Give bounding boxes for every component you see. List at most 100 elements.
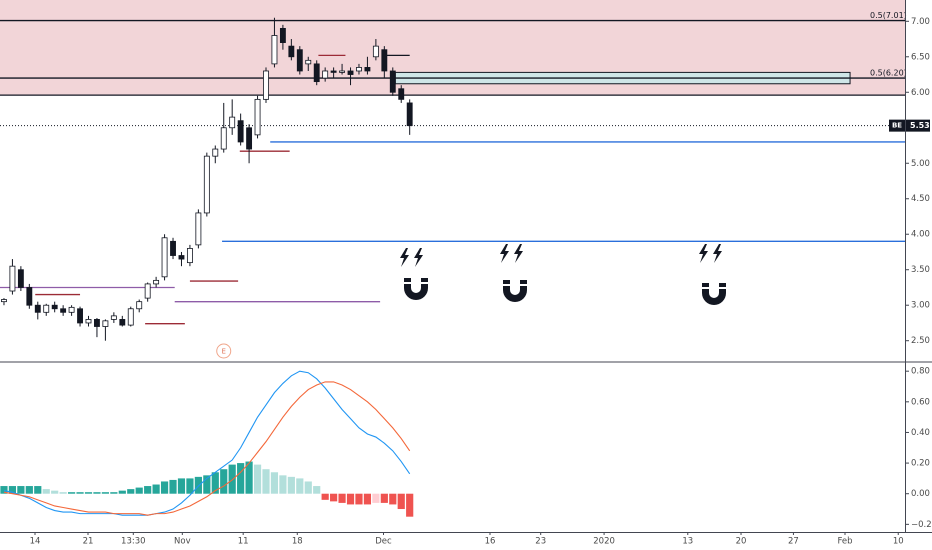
histogram-bar — [17, 486, 25, 494]
candle-body — [34, 304, 41, 313]
candle-body — [356, 67, 362, 72]
histogram-bar — [186, 478, 194, 494]
candle-body — [288, 45, 295, 58]
histogram-bar — [8, 486, 17, 494]
earnings-marker — [216, 343, 232, 359]
y-tick-label: 2.50 — [911, 336, 930, 346]
histogram-bar — [118, 490, 126, 494]
x-tick-label: 14 — [30, 537, 41, 547]
candle-body — [313, 63, 320, 83]
y-tick-label: 0.60 — [911, 397, 930, 407]
histogram-bar — [245, 461, 253, 494]
price-tag-label: 5.53 — [910, 121, 930, 130]
histogram-bar — [144, 486, 152, 494]
x-tick-label: 13:30 — [121, 537, 146, 547]
candle-body — [127, 308, 134, 326]
histogram-bar — [211, 472, 219, 494]
candle-body — [406, 102, 413, 127]
x-tick-label: 18 — [292, 537, 303, 547]
candle-body — [398, 88, 405, 100]
y-tick-label: −0.20 — [911, 520, 932, 530]
histogram-bar — [338, 493, 346, 503]
x-tick-label: 27 — [788, 537, 799, 547]
y-tick-label: 3.00 — [911, 301, 930, 311]
candle-body — [246, 127, 253, 150]
candle-body — [271, 35, 278, 65]
candle-body — [263, 70, 269, 100]
histogram-bar — [355, 493, 363, 505]
lightning-icon — [500, 244, 523, 263]
y-tick-label: 0.00 — [911, 489, 930, 499]
drawing-icons — [400, 244, 726, 305]
histogram-bar — [25, 486, 33, 494]
candle-body — [347, 70, 354, 75]
candle-body — [136, 301, 143, 310]
histogram-bar — [93, 492, 101, 494]
histogram-bar — [42, 489, 50, 494]
x-tick-label: 20 — [736, 537, 747, 547]
histogram-bar — [152, 484, 160, 494]
candle-body — [110, 315, 117, 320]
candle-body — [220, 127, 227, 150]
candle-body — [322, 70, 329, 79]
lightning-icon — [400, 248, 423, 267]
y-tick-label: 5.00 — [911, 159, 930, 169]
candle-body — [77, 308, 83, 324]
magnet-icon — [702, 283, 726, 305]
earnings-label: E — [222, 348, 226, 356]
candle-body — [186, 248, 193, 264]
histogram-bar — [84, 492, 93, 494]
candle-body — [1, 299, 7, 303]
x-tick-label: 10 — [893, 537, 904, 547]
histogram-bar — [67, 492, 76, 494]
level-label: 0.5(7.01) — [870, 11, 907, 20]
candle-body — [203, 155, 210, 214]
histogram-bar — [262, 469, 270, 494]
y-tick-label: 6.00 — [911, 88, 930, 98]
y-tick-label: 6.50 — [911, 52, 930, 62]
candle-body — [237, 120, 244, 143]
price-tag — [906, 119, 930, 132]
candle-body — [254, 98, 261, 136]
histogram-bar — [194, 476, 202, 494]
histogram-bar — [135, 487, 143, 494]
candle-body — [170, 240, 176, 256]
candle-body — [94, 319, 100, 327]
y-tick-label: 0.40 — [911, 428, 930, 438]
candle-body — [51, 304, 58, 310]
magnet-icon — [503, 280, 527, 302]
level-label: 0.5(6.20) — [870, 69, 907, 78]
x-tick-label: 21 — [83, 537, 94, 547]
histogram-bar — [346, 493, 355, 505]
candle-body — [364, 67, 371, 72]
histogram-bar — [237, 463, 245, 494]
candle-body — [26, 287, 33, 306]
candle-body — [9, 265, 16, 292]
histogram-bar — [169, 479, 177, 494]
candle-body — [60, 308, 67, 313]
histogram-bar — [304, 481, 312, 494]
candle-body — [339, 70, 346, 73]
histogram-bar — [397, 493, 405, 510]
histogram-bar — [160, 481, 169, 494]
x-tick-label: Feb — [837, 537, 852, 547]
x-tick-label: 23 — [535, 537, 546, 547]
histogram-bar — [177, 478, 186, 494]
histogram-bar — [59, 492, 67, 494]
histogram-bar — [296, 478, 304, 494]
histogram-bar — [406, 493, 414, 517]
x-tick-label: 11 — [238, 537, 249, 547]
candle-body — [389, 70, 396, 93]
candle-body — [43, 304, 50, 313]
histogram-bar — [34, 486, 42, 494]
histogram-bar — [270, 472, 279, 494]
histogram-bar — [203, 475, 211, 494]
histogram-bar — [76, 492, 84, 494]
histogram-bar — [363, 493, 372, 505]
histogram-bar — [127, 489, 135, 494]
y-tick-label: 4.50 — [911, 194, 930, 204]
histogram-bar — [287, 476, 295, 494]
candle-body — [102, 320, 109, 327]
candle-body — [212, 148, 219, 157]
